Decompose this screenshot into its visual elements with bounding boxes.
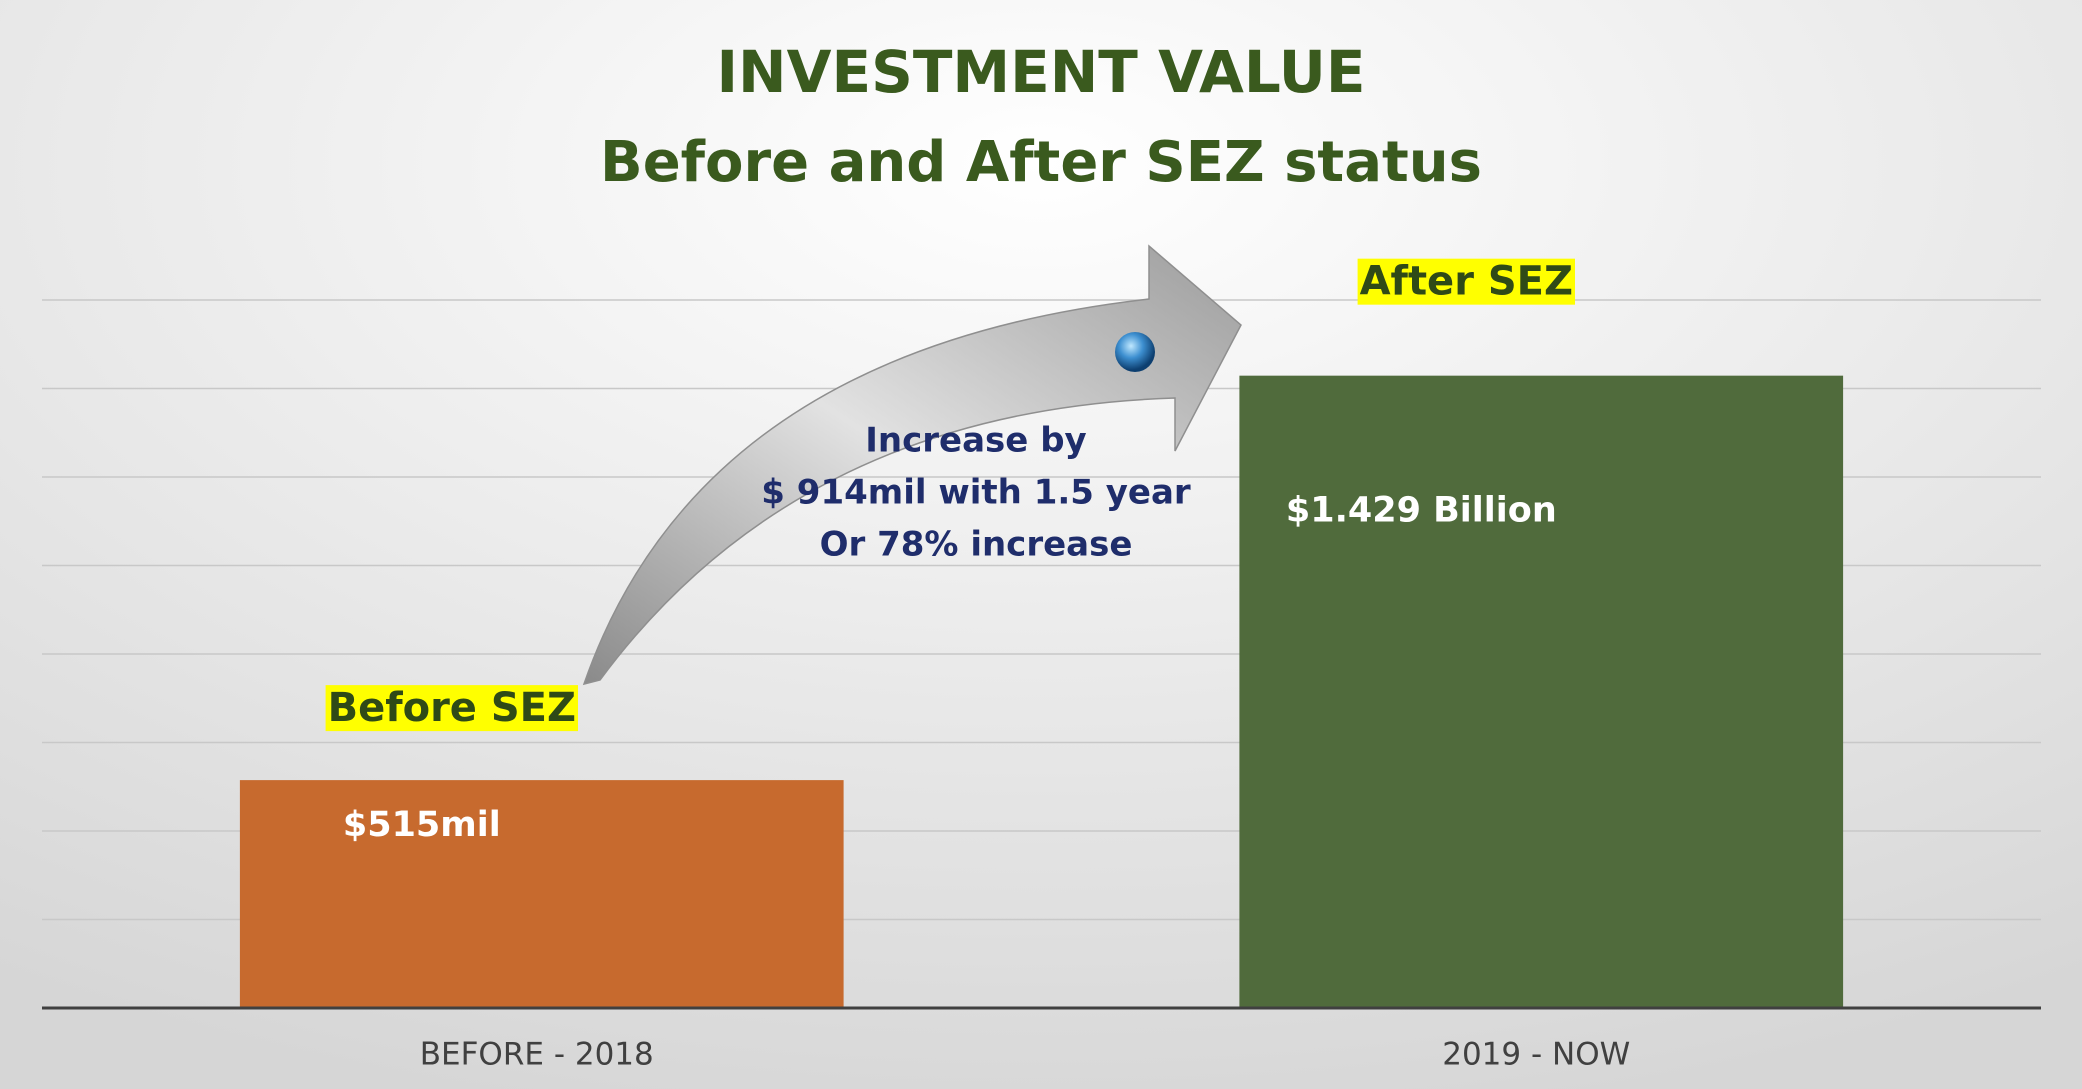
arrow (582, 244, 1242, 686)
chart-subtitle: Before and After SEZ status (600, 130, 1482, 195)
value-label: $1.429 Billion (1286, 491, 1557, 531)
arrow-text: Increase by (865, 421, 1086, 461)
annotation-highlight (1357, 258, 1575, 305)
x-tick-label: BEFORE - 2018 (420, 1037, 654, 1073)
value-label: $515mil (343, 805, 501, 845)
bar (239, 780, 844, 1008)
arrow-bead (1115, 332, 1155, 372)
chart-title: INVESTMENT VALUE (716, 38, 1365, 106)
annotation-highlight (325, 685, 579, 732)
arrow-text: Or 78% increase (820, 525, 1133, 565)
bar-annotation: Before SEZ (328, 685, 576, 731)
labels: $515mil BEFORE - 2018 Before SEZ $1.429 Bil… (325, 258, 1630, 1073)
bar (1239, 375, 1844, 1009)
bar-annotation: After SEZ (1360, 259, 1573, 305)
x-tick-label: 2019 - NOW (1442, 1037, 1630, 1073)
bars (239, 375, 1844, 1009)
arrow-text: $ 914mil with 1.5 year (761, 473, 1191, 513)
